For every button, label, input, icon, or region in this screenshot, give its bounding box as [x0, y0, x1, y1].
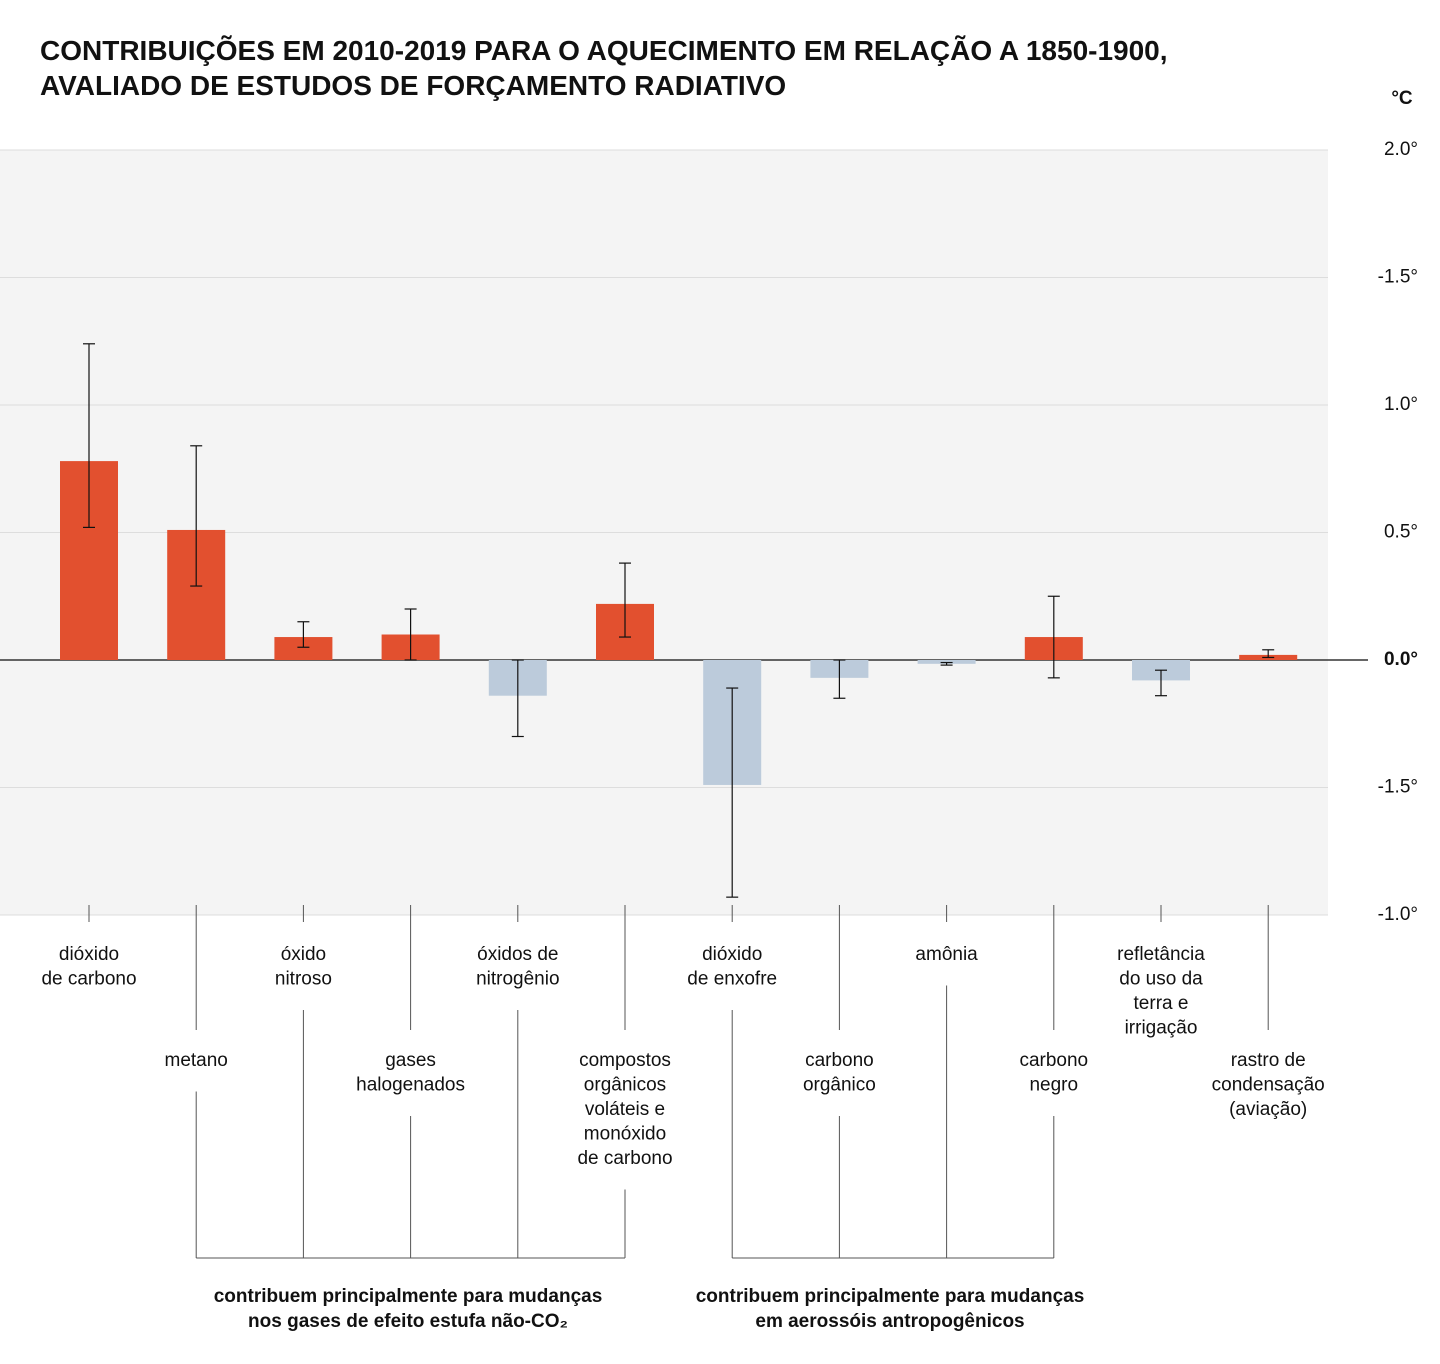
- x-tick-label: voláteis e: [585, 1099, 665, 1120]
- x-tick-label: gases: [385, 1050, 436, 1071]
- x-tick-label: halogenados: [356, 1075, 465, 1096]
- bar: [274, 637, 333, 660]
- x-tick-label: carbono: [805, 1050, 874, 1071]
- y-tick-label: 0.5°: [1384, 522, 1418, 543]
- x-tick-label: nitrogênio: [476, 969, 559, 990]
- x-tick-label: orgânicos: [584, 1075, 666, 1096]
- x-tick-label: de enxofre: [687, 969, 777, 990]
- y-tick-label: -1.5°: [1378, 267, 1418, 288]
- x-tick-label: terra e: [1134, 993, 1189, 1014]
- x-tick-label: orgânico: [803, 1075, 876, 1096]
- x-tick-label: carbono: [1019, 1050, 1088, 1071]
- x-tick-label: rastro de: [1231, 1050, 1306, 1071]
- x-tick-label: dióxido: [702, 944, 762, 965]
- x-tick-label: irrigação: [1125, 1018, 1198, 1039]
- x-tick-label: nitroso: [275, 969, 332, 990]
- x-tick-label: de carbono: [577, 1148, 672, 1169]
- group-label: em aerossóis antropogênicos: [755, 1311, 1024, 1332]
- bar: [917, 660, 976, 664]
- x-tick-label: do uso da: [1119, 969, 1203, 990]
- x-tick-label: metano: [165, 1050, 228, 1071]
- y-unit: °C: [1391, 88, 1413, 109]
- x-tick-label: (aviação): [1229, 1099, 1307, 1120]
- group-label: contribuem principalmente para mudanças: [696, 1286, 1085, 1307]
- chart-title: CONTRIBUIÇÕES EM 2010-2019 PARA O AQUECI…: [40, 35, 1168, 66]
- x-tick-label: amônia: [915, 944, 978, 965]
- x-tick-label: óxidos de: [477, 944, 558, 965]
- y-tick-label: 1.0°: [1384, 394, 1418, 415]
- group-label: nos gases de efeito estufa não-CO₂: [248, 1311, 568, 1332]
- group-label: contribuem principalmente para mudanças: [214, 1286, 603, 1307]
- y-tick-label: -1.0°: [1378, 904, 1418, 925]
- x-tick-label: monóxido: [584, 1124, 666, 1145]
- chart-title: AVALIADO DE ESTUDOS DE FORÇAMENTO RADIAT…: [40, 70, 786, 101]
- x-tick-label: negro: [1029, 1075, 1078, 1096]
- y-tick-label: 2.0°: [1384, 139, 1418, 160]
- x-tick-label: de carbono: [41, 969, 136, 990]
- x-tick-label: condensação: [1212, 1075, 1325, 1096]
- y-tick-label: 0.0°: [1384, 649, 1418, 670]
- x-tick-label: óxido: [281, 944, 326, 965]
- x-tick-label: compostos: [579, 1050, 671, 1071]
- y-tick-label: -1.5°: [1378, 777, 1418, 798]
- x-tick-label: dióxido: [59, 944, 119, 965]
- x-tick-label: refletância: [1117, 944, 1205, 965]
